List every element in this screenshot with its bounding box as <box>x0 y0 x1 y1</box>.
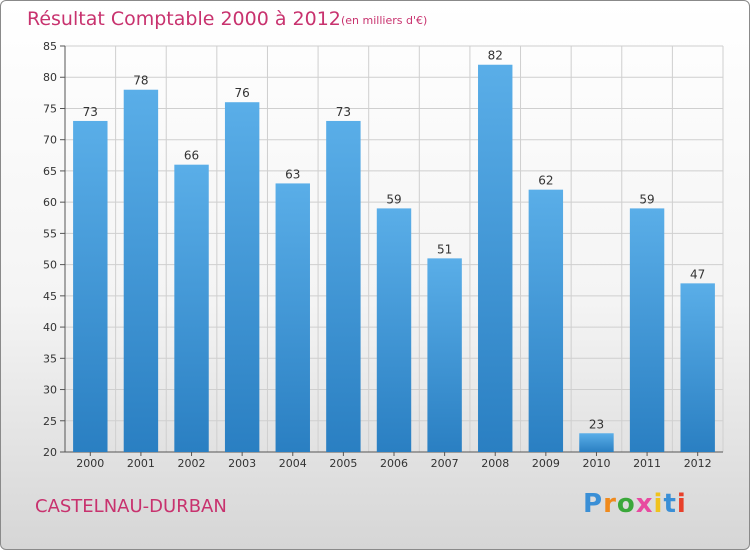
chart-unit: (en milliers d'€) <box>341 14 428 27</box>
bar-2004 <box>275 183 310 452</box>
y-tick-label: 25 <box>43 415 57 428</box>
bar-2009 <box>528 189 564 452</box>
data-label: 73 <box>336 105 351 119</box>
data-label: 51 <box>437 242 452 256</box>
y-tick-label: 80 <box>43 71 57 84</box>
data-label: 76 <box>235 86 250 100</box>
x-tick-label: 2006 <box>380 457 408 470</box>
y-tick-label: 60 <box>43 196 57 209</box>
data-label: 62 <box>538 174 553 188</box>
x-tick-label: 2000 <box>76 457 104 470</box>
data-label: 73 <box>83 105 98 119</box>
data-label: 82 <box>488 49 503 63</box>
x-tick-label: 2010 <box>582 457 610 470</box>
x-tick-label: 2002 <box>178 457 206 470</box>
y-tick-label: 45 <box>43 290 57 303</box>
y-tick-label: 75 <box>43 102 57 115</box>
data-labels: 73 78 66 76 63 73 59 51 82 62 23 59 47 <box>83 49 706 432</box>
chart-title: Résultat Comptable 2000 à 2012 <box>27 8 341 30</box>
commune-name: CASTELNAU-DURBAN <box>35 496 227 517</box>
data-label: 23 <box>589 417 604 431</box>
bar-2012 <box>680 283 715 452</box>
data-label: 78 <box>133 74 148 88</box>
bar-2001 <box>123 89 159 452</box>
bar-2002 <box>174 164 209 452</box>
bar-2007 <box>427 258 462 452</box>
x-tick-label: 2004 <box>279 457 307 470</box>
data-label: 59 <box>386 192 401 206</box>
bar-2005 <box>326 120 361 452</box>
x-tick-label: 2003 <box>228 457 256 470</box>
x-tick-label: 2001 <box>127 457 155 470</box>
y-tick-label: 65 <box>43 165 57 178</box>
y-tick-label: 55 <box>43 227 57 240</box>
bar-2011 <box>629 208 665 452</box>
x-tick-label: 2009 <box>532 457 560 470</box>
x-tick-label: 2005 <box>329 457 357 470</box>
x-tick-label: 2012 <box>684 457 712 470</box>
y-tick-label: 40 <box>43 321 57 334</box>
data-label: 59 <box>639 192 654 206</box>
bar-2003 <box>224 102 260 452</box>
y-tick-label: 20 <box>43 446 57 459</box>
bar-2000 <box>73 120 108 452</box>
data-label: 47 <box>690 267 705 281</box>
data-label: 66 <box>184 149 199 163</box>
bar-2010 <box>579 433 614 452</box>
y-tick-label: 30 <box>43 384 57 397</box>
x-tick-label: 2011 <box>633 457 661 470</box>
bar-2006 <box>376 208 412 452</box>
x-tick-label: 2008 <box>481 457 509 470</box>
x-tick-label: 2007 <box>431 457 459 470</box>
data-label: 63 <box>285 167 300 181</box>
y-tick-label: 35 <box>43 352 57 365</box>
proxiti-logo: Proxiti <box>583 489 687 519</box>
y-tick-label: 50 <box>43 259 57 272</box>
bar-2008 <box>478 64 513 452</box>
bars <box>73 64 715 452</box>
y-tick-label: 85 <box>43 40 57 53</box>
y-tick-label: 70 <box>43 134 57 147</box>
